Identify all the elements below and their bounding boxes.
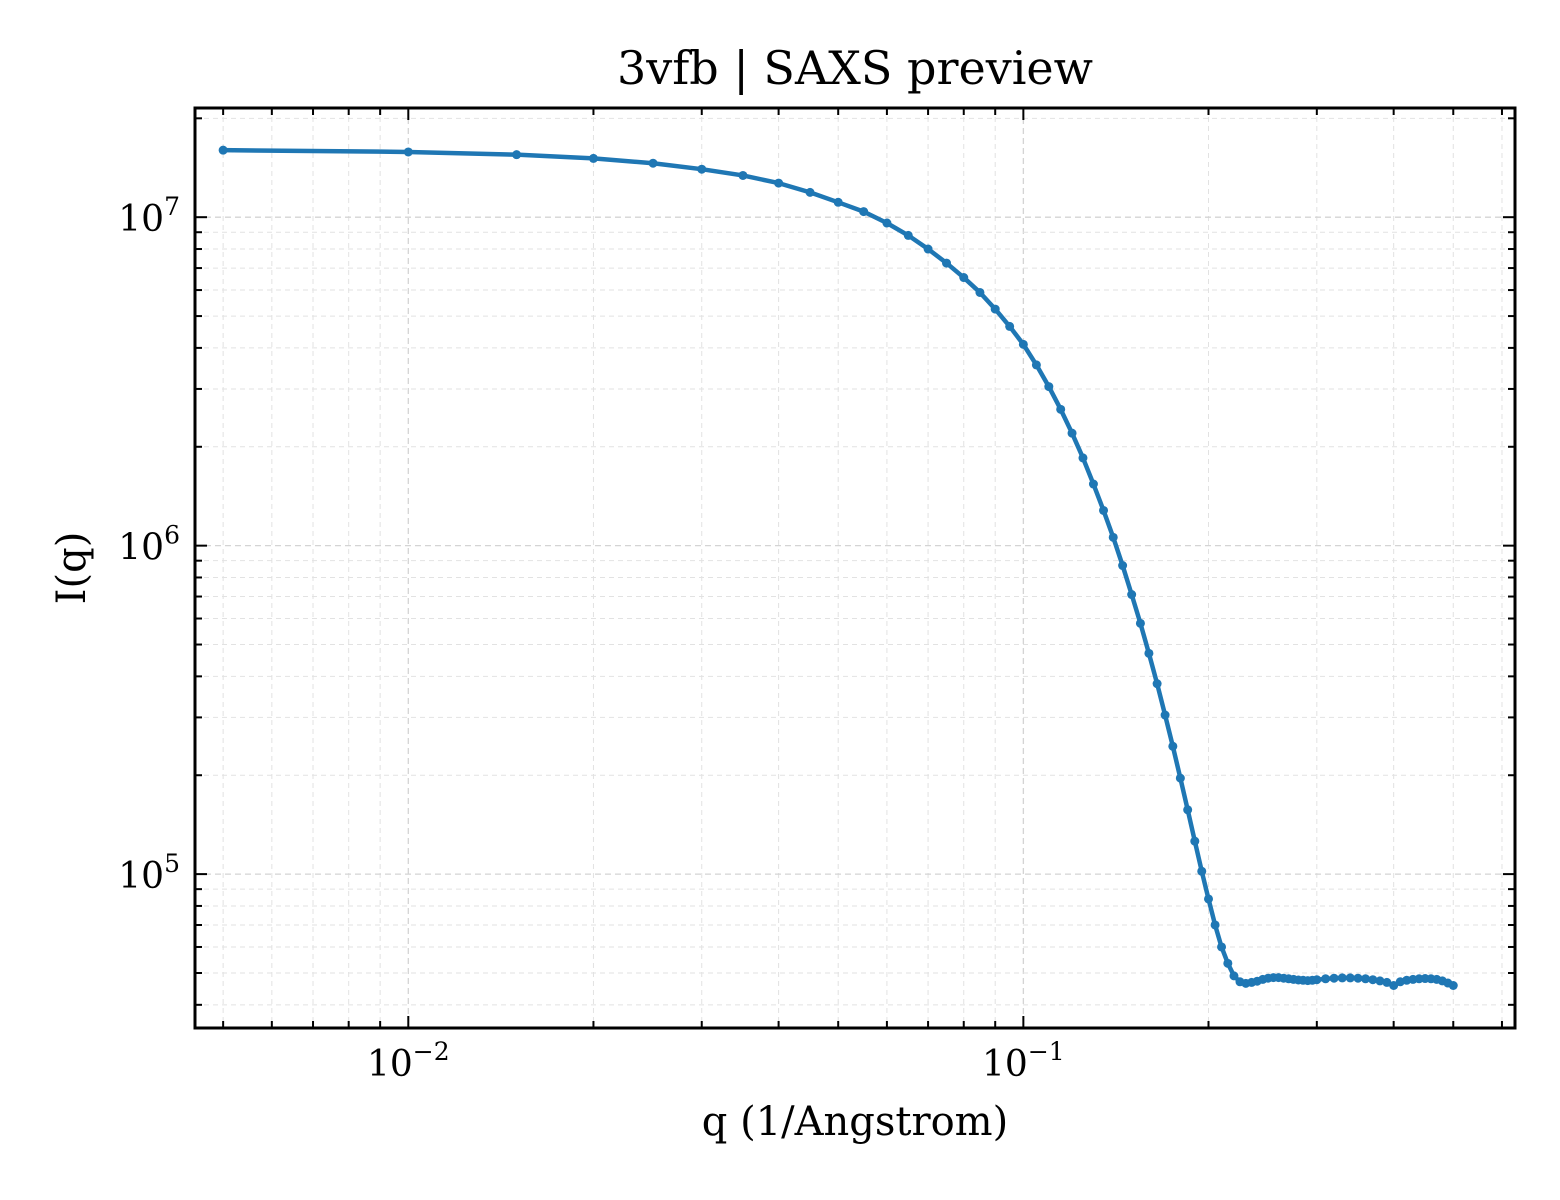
data-point [1217,942,1227,952]
data-point [1312,975,1322,985]
data-point [1108,532,1118,542]
grid [195,108,1515,1028]
data-point [1361,974,1371,984]
x-axis-label: q (1/Angstrom) [702,1099,1008,1145]
data-point [1135,618,1145,628]
data-point [903,230,913,240]
y-tick-label: 106 [118,521,180,569]
data-point [1183,805,1193,815]
data-point [774,178,784,188]
data-point [1031,360,1041,370]
chart-title: 3vfb | SAXS preview [617,41,1093,95]
data-point [1368,975,1378,985]
y-tick-label: 105 [118,849,180,897]
data-point [1088,479,1098,489]
y-axis-label: I(q) [49,532,95,605]
data-point [1044,382,1054,392]
data-point [1389,981,1399,990]
data-point [1144,648,1154,658]
data-point [697,164,707,174]
data-point [1210,920,1220,930]
x-tick-label: 10−2 [367,1037,450,1085]
data-point [942,258,952,268]
data-point [859,207,869,217]
data-point [1127,590,1137,600]
data-point [959,273,969,283]
data-point [1382,977,1392,987]
data-point [805,187,815,197]
data-point [1353,973,1363,983]
data-point [1204,894,1214,904]
data-point [1175,773,1185,783]
data-point [1168,741,1178,751]
tick-labels: 10−2 10−1 105 106 107 [118,192,1064,1085]
data-point [648,158,658,168]
data-point [1197,866,1207,876]
y-tick-label: 107 [118,192,180,240]
data-point [1448,981,1458,990]
data-point [218,145,228,155]
plot-frame [193,106,1517,1030]
data-point [403,147,413,157]
data-point [1337,973,1347,983]
data-point [1329,973,1339,983]
data-point [1005,321,1015,331]
data-point [1229,971,1239,981]
data-point [882,218,892,228]
data-point [738,170,748,180]
data-point [833,197,843,207]
data-point [1067,428,1077,438]
data-point [975,287,985,297]
data-point [1375,976,1385,986]
data-point [1099,505,1109,515]
data-point [588,153,598,163]
data-point [1160,710,1170,720]
data-point [512,150,522,160]
data-point [1118,561,1128,571]
data-point [1321,974,1331,984]
data-point [1056,404,1066,414]
series-group [218,145,1458,990]
data-point [1018,339,1028,349]
data-point [1223,958,1233,968]
data-point [990,304,1000,314]
data-point [1345,973,1355,983]
x-tick-label: 10−1 [982,1037,1065,1085]
data-point [1078,453,1088,463]
data-point [1152,679,1162,689]
data-point [1190,836,1200,846]
data-point [923,244,933,254]
